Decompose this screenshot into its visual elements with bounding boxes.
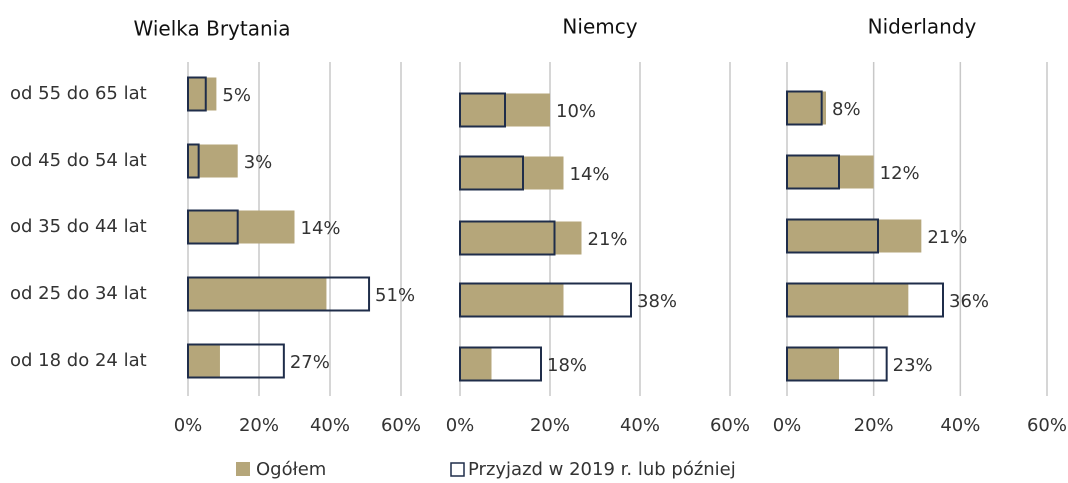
bar-outline — [459, 346, 542, 382]
category-label: od 18 do 24 lat — [10, 350, 147, 371]
bar-outline — [459, 92, 506, 128]
bar — [787, 91, 826, 125]
bar — [188, 210, 295, 244]
category-label: od 45 do 54 lat — [10, 150, 147, 171]
bar — [460, 156, 564, 190]
bar-outline — [459, 220, 556, 256]
category-label: od 25 do 34 lat — [10, 283, 147, 304]
legend-label: Ogółem — [256, 459, 326, 480]
x-tick-label: 20% — [239, 415, 279, 436]
x-tick-label: 60% — [381, 415, 421, 436]
x-tick-label: 60% — [710, 415, 750, 436]
value-label: 5% — [222, 85, 251, 106]
bar-outline — [187, 209, 239, 245]
x-tick-label: 40% — [940, 415, 980, 436]
value-label: 27% — [290, 352, 330, 373]
bar-outline — [459, 282, 632, 318]
x-tick-label: 0% — [174, 415, 203, 436]
x-tick-label: 0% — [446, 415, 475, 436]
value-label: 51% — [375, 285, 415, 306]
value-label: 12% — [880, 163, 920, 184]
value-label: 14% — [301, 218, 341, 239]
panel-title: Niemcy — [562, 15, 637, 39]
bar-outline — [459, 155, 524, 191]
bar — [787, 347, 839, 381]
value-label: 21% — [588, 229, 628, 250]
panel-title: Niderlandy — [868, 15, 977, 39]
value-label: 38% — [637, 291, 677, 312]
bar — [188, 144, 238, 178]
bar-outline — [786, 154, 840, 190]
bar-outline — [786, 90, 823, 126]
category-label: od 55 do 65 lat — [10, 83, 147, 104]
legend-swatch — [236, 462, 250, 476]
x-tick-label: 20% — [854, 415, 894, 436]
x-tick-label: 0% — [773, 415, 802, 436]
bar-outline — [786, 218, 879, 254]
x-tick-label: 60% — [1027, 415, 1067, 436]
bar-outline — [187, 276, 371, 312]
bar-outline — [187, 343, 285, 379]
panel-title: Wielka Brytania — [134, 17, 291, 41]
value-label: 21% — [927, 227, 967, 248]
legend-swatch — [450, 462, 465, 477]
bar — [787, 219, 922, 253]
bar-outline — [187, 143, 200, 179]
bar — [460, 221, 582, 255]
value-label: 23% — [893, 355, 933, 376]
bar-outline — [786, 282, 944, 318]
bar-outline — [786, 346, 888, 382]
bar — [460, 347, 492, 381]
x-tick-label: 40% — [620, 415, 660, 436]
value-label: 36% — [949, 291, 989, 312]
bar — [188, 77, 217, 111]
bar — [460, 283, 564, 317]
value-label: 18% — [547, 355, 587, 376]
category-label: od 35 do 44 lat — [10, 216, 147, 237]
bar-outline — [187, 76, 207, 112]
value-label: 3% — [244, 152, 273, 173]
x-tick-label: 20% — [530, 415, 570, 436]
bar — [188, 344, 220, 378]
bar — [787, 155, 874, 189]
value-label: 10% — [556, 101, 596, 122]
value-label: 14% — [570, 164, 610, 185]
value-label: 8% — [832, 99, 861, 120]
bar — [787, 283, 909, 317]
x-tick-label: 40% — [310, 415, 350, 436]
legend-label: Przyjazd w 2019 r. lub później — [468, 459, 736, 480]
bar — [188, 277, 327, 311]
